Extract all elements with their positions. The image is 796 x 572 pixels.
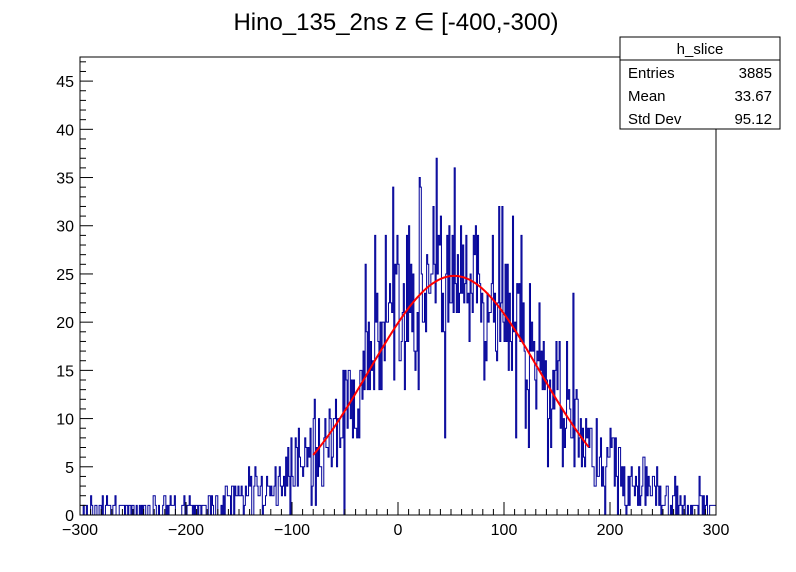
axes-layer: −300 −200 −100 0 100 200 300 0 5 10 15 20 25 30 35 40 45 [56, 56, 730, 539]
x-tick-label: −100 [274, 522, 310, 539]
x-tick-label: 300 [703, 522, 730, 539]
fit-layer [312, 274, 590, 456]
histogram-series [80, 157, 717, 516]
x-tick-label: 200 [597, 522, 624, 539]
x-tick-label: 100 [491, 522, 518, 539]
y-tick-label: 35 [56, 171, 74, 188]
y-tick-label: 0 [65, 508, 74, 525]
stats-mean-value: 33.67 [734, 88, 772, 105]
y-tick-label: 15 [56, 363, 74, 380]
stats-box-title: h_slice [677, 41, 724, 58]
y-tick-label: 5 [65, 460, 74, 477]
stats-stddev-value: 95.12 [734, 111, 772, 128]
histogram-layer [80, 157, 717, 516]
y-tick-label: 25 [56, 267, 74, 284]
stats-entries-value: 3885 [739, 65, 772, 82]
fit-curve [312, 274, 590, 456]
stats-mean-label: Mean [628, 88, 666, 105]
stats-stddev-label: Std Dev [628, 111, 682, 128]
x-tick-label: −200 [168, 522, 204, 539]
stats-box: h_slice Entries 3885 Mean 33.67 Std Dev … [619, 36, 781, 130]
y-tick-label: 10 [56, 412, 74, 429]
y-tick-label: 40 [56, 122, 74, 139]
y-tick-label: 45 [56, 74, 74, 91]
stats-entries-label: Entries [628, 65, 675, 82]
stats-box-frame [619, 36, 781, 130]
y-tick-label: 30 [56, 219, 74, 236]
x-tick-label: −300 [62, 522, 98, 539]
x-tick-label: 0 [394, 522, 403, 539]
chart-title: Hino_135_2ns z ∈ [-400,-300) [233, 9, 558, 36]
y-tick-label: 20 [56, 315, 74, 332]
